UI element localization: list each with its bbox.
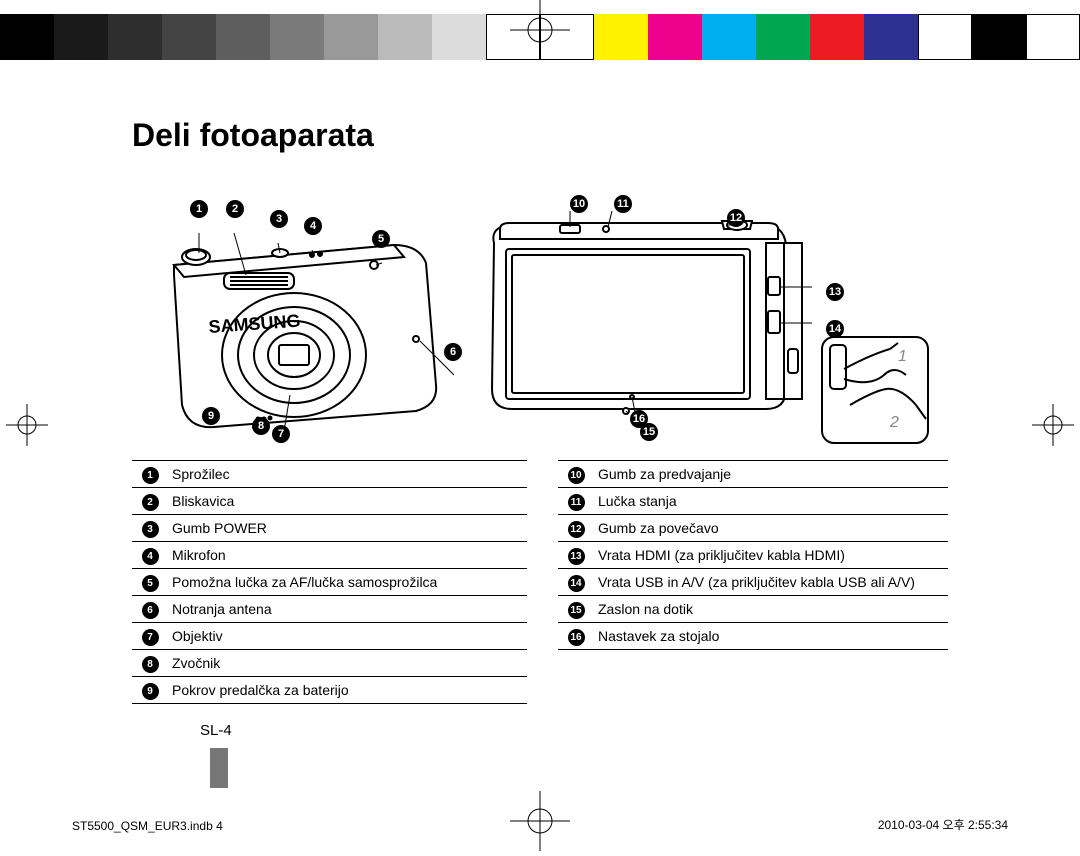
strap-step-1: 1 [898, 348, 907, 365]
footer-filename: ST5500_QSM_EUR3.indb 4 [72, 819, 223, 833]
part-number-badge: 12 [568, 521, 585, 538]
color-swatch [972, 14, 1026, 60]
page: Deli fotoaparata [0, 0, 1080, 851]
part-number-badge: 13 [568, 548, 585, 565]
part-label: Vrata USB in A/V (za priključitev kabla … [594, 569, 948, 596]
callout-bubble: 12 [727, 209, 745, 227]
table-row: 9 Pokrov predalčka za baterijo [132, 677, 527, 704]
callout-bubble: 1 [190, 200, 208, 218]
callout-bubble: 9 [202, 407, 220, 425]
table-row: 5 Pomožna lučka za AF/lučka samosprožilca [132, 569, 527, 596]
strap-inset-diagram: 1 2 [820, 335, 930, 450]
part-number-badge: 1 [142, 467, 159, 484]
table-row: 14 Vrata USB in A/V (za priključitev kabl… [558, 569, 948, 596]
part-number-badge: 7 [142, 629, 159, 646]
color-swatch [216, 14, 270, 60]
part-number-badge: 5 [142, 575, 159, 592]
callout-bubble: 11 [614, 195, 632, 213]
table-row: 15 Zaslon na dotik [558, 596, 948, 623]
part-label: Zvočnik [168, 650, 527, 677]
page-title: Deli fotoaparata [132, 117, 374, 154]
part-label: Zaslon na dotik [594, 596, 948, 623]
part-label: Mikrofon [168, 542, 527, 569]
callout-bubble: 8 [252, 417, 270, 435]
camera-back-diagram [482, 199, 812, 444]
part-number-badge: 9 [142, 683, 159, 700]
color-swatch [594, 14, 648, 60]
part-number-badge: 6 [142, 602, 159, 619]
thumb-tab [210, 748, 228, 788]
part-number-badge: 8 [142, 656, 159, 673]
callout-bubble: 16 [630, 410, 648, 428]
part-number-badge: 2 [142, 494, 159, 511]
callout-bubble: 5 [372, 230, 390, 248]
color-swatch [378, 14, 432, 60]
part-number-badge: 16 [568, 629, 585, 646]
color-swatch [810, 14, 864, 60]
page-number: SL-4 [200, 722, 232, 739]
callout-bubble: 4 [304, 217, 322, 235]
table-row: 4 Mikrofon [132, 542, 527, 569]
table-row: 7 Objektiv [132, 623, 527, 650]
part-number-badge: 15 [568, 602, 585, 619]
part-label: Vrata HDMI (za priključitev kabla HDMI) [594, 542, 948, 569]
part-number-badge: 3 [142, 521, 159, 538]
registration-mark-bottom [510, 791, 570, 851]
part-label: Pomožna lučka za AF/lučka samosprožilca [168, 569, 527, 596]
color-swatch [54, 14, 108, 60]
part-label: Gumb POWER [168, 515, 527, 542]
camera-front-diagram: SAMSUNG [154, 215, 454, 450]
registration-mark-left [6, 404, 48, 446]
table-row: 6 Notranja antena [132, 596, 527, 623]
callout-bubble: 3 [270, 210, 288, 228]
color-swatch [162, 14, 216, 60]
table-row: 16 Nastavek za stojalo [558, 623, 948, 650]
color-swatch [0, 14, 54, 60]
part-label: Sprožilec [168, 461, 527, 488]
table-row: 2 Bliskavica [132, 488, 527, 515]
color-swatch [432, 14, 486, 60]
callout-bubble: 2 [226, 200, 244, 218]
part-label: Nastavek za stojalo [594, 623, 948, 650]
part-label: Notranja antena [168, 596, 527, 623]
strap-step-2: 2 [889, 414, 899, 431]
callout-bubble: 13 [826, 283, 844, 301]
part-number-badge: 14 [568, 575, 585, 592]
table-row: 3 Gumb POWER [132, 515, 527, 542]
color-swatch [864, 14, 918, 60]
parts-table-right: 10 Gumb za predvajanje 11 Lučka stanja 12 Gum… [558, 460, 948, 650]
registration-mark-right [1032, 404, 1074, 446]
part-label: Gumb za povečavo [594, 515, 948, 542]
table-row: 10 Gumb za predvajanje [558, 461, 948, 488]
footer-timestamp: 2010-03-04 오후 2:55:34 [878, 816, 1008, 833]
part-number-badge: 4 [142, 548, 159, 565]
table-row: 1 Sprožilec [132, 461, 527, 488]
callout-bubble: 10 [570, 195, 588, 213]
callout-bubble: 14 [826, 320, 844, 338]
color-swatch [270, 14, 324, 60]
table-row: 8 Zvočnik [132, 650, 527, 677]
registration-mark-top [510, 0, 570, 60]
color-swatch [324, 14, 378, 60]
part-label: Objektiv [168, 623, 527, 650]
color-swatch [918, 14, 972, 60]
part-label: Gumb za predvajanje [594, 461, 948, 488]
color-swatch [648, 14, 702, 60]
table-row: 12 Gumb za povečavo [558, 515, 948, 542]
color-swatch [756, 14, 810, 60]
diagram-area: SAMSUNG [132, 185, 947, 445]
color-swatch [1026, 14, 1080, 60]
color-swatch [702, 14, 756, 60]
color-swatch [108, 14, 162, 60]
part-number-badge: 11 [568, 494, 585, 511]
parts-table-left: 1 Sprožilec 2 Bliskavica 3 Gumb POWER 4 Mikrofo… [132, 460, 527, 704]
part-label: Lučka stanja [594, 488, 948, 515]
callout-bubble: 6 [444, 343, 462, 361]
table-row: 13 Vrata HDMI (za priključitev kabla HDMI… [558, 542, 948, 569]
table-row: 11 Lučka stanja [558, 488, 948, 515]
part-number-badge: 10 [568, 467, 585, 484]
part-label: Pokrov predalčka za baterijo [168, 677, 527, 704]
callout-bubble: 7 [272, 425, 290, 443]
part-label: Bliskavica [168, 488, 527, 515]
